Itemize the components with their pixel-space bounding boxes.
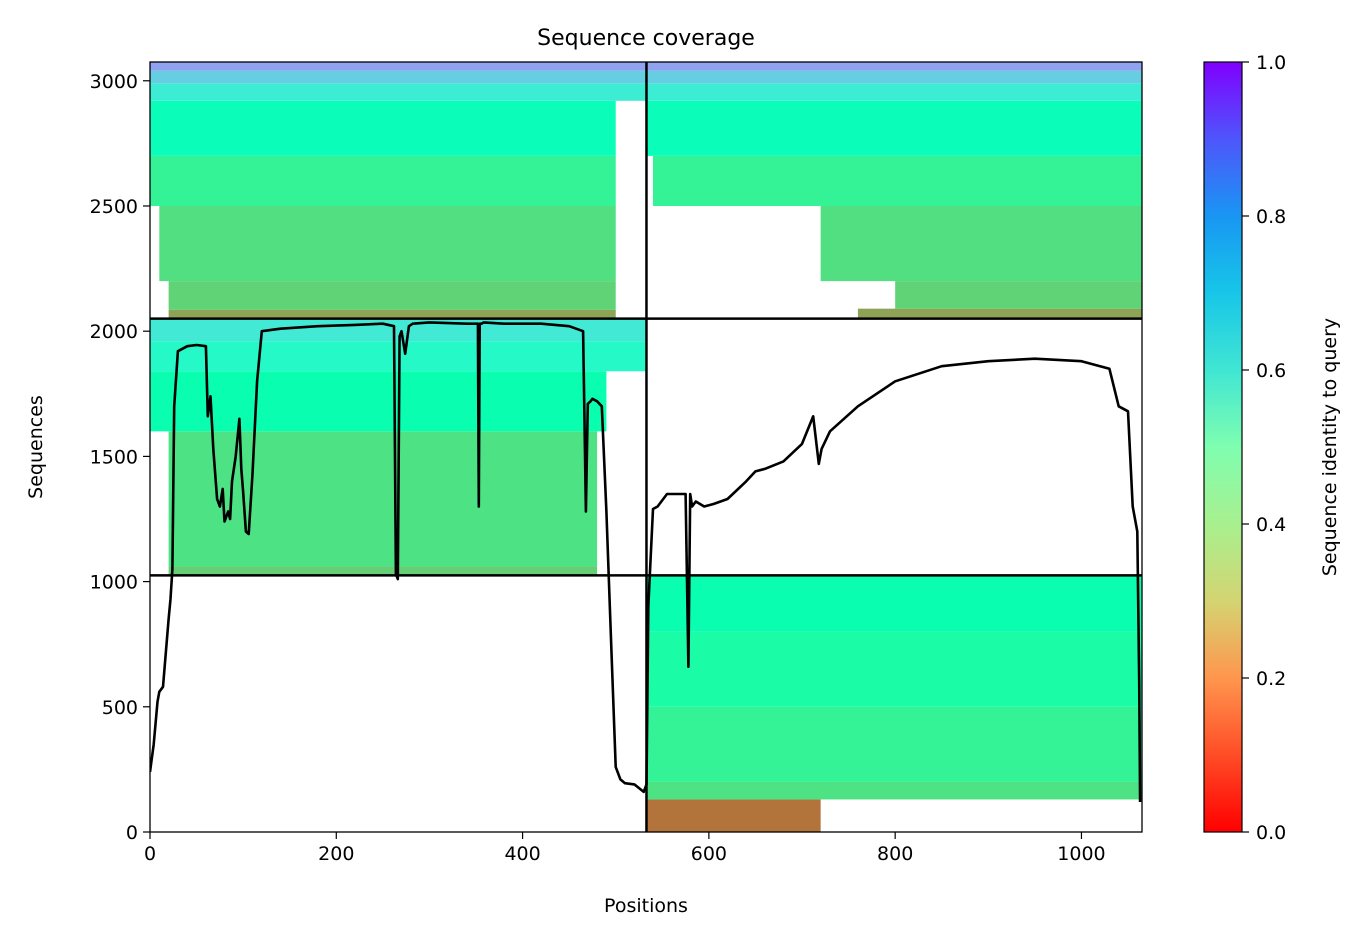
heatmap-band-top-left [150,155,616,206]
y-axis-ticks: 0 500 1000 1500 2000 2500 3000 [90,71,150,844]
chart-title: Sequence coverage [537,26,755,51]
colorbar-tick-label: 0.8 [1256,206,1286,228]
heatmap-band-top-left [150,62,647,71]
heatmap-band-bottom-right [646,631,1142,707]
heatmap-band-top-right [646,100,1142,156]
colorbar-label: Sequence identity to query [1319,318,1341,576]
heatmap-band-top-right [895,281,1142,309]
y-tick-label: 2000 [90,321,138,343]
x-tick-label: 800 [877,843,913,865]
y-tick-label: 500 [102,697,138,719]
y-tick-label: 0 [126,822,138,844]
heatmap-band-top-left [150,100,616,156]
heatmap-band-middle-left [168,431,598,567]
coverage-heatmap [150,62,1142,832]
heatmap-band-top-right [646,83,1142,101]
heatmap-band-top-right [652,155,1142,206]
x-tick-label: 200 [318,843,354,865]
colorbar-tick-label: 1.0 [1256,52,1286,74]
colorbar-gradient [1203,61,1243,833]
y-tick-label: 1000 [90,572,138,594]
colorbar-ticks: 0.0 0.2 0.4 0.6 0.8 1.0 [1242,52,1286,844]
heatmap-band-bottom-right [646,575,1142,632]
heatmap-band-top-left [150,83,647,101]
heatmap-band-middle-left [150,318,647,342]
y-tick-label: 3000 [90,71,138,93]
coverage-line-group [150,321,1142,803]
colorbar-tick-label: 0.4 [1256,514,1286,536]
heatmap-band-top-left [168,281,616,310]
heatmap-band-top-left [150,70,647,84]
heatmap-band-top-right [646,70,1142,84]
heatmap-band-top-right [820,205,1142,282]
x-tick-label: 400 [504,843,540,865]
heatmap-band-bottom-right [646,706,1142,782]
x-tick-label: 600 [691,843,727,865]
x-axis-ticks: 0 200 400 600 800 1000 [144,832,1106,865]
colorbar-tick-label: 0.2 [1256,668,1286,690]
heatmap-band-bottom-right [646,799,821,832]
coverage-line [150,321,1142,803]
heatmap-band-top-left [159,205,616,282]
x-tick-label: 1000 [1057,843,1105,865]
y-tick-label: 1500 [90,446,138,468]
colorbar-tick-label: 0.0 [1256,822,1286,844]
x-axis-label: Positions [604,895,688,917]
y-tick-label: 2500 [90,196,138,218]
y-axis-label: Sequences [25,395,47,499]
heatmap-band-top-right [857,308,1142,319]
colorbar-tick-label: 0.6 [1256,360,1286,382]
colorbar: 0.0 0.2 0.4 0.6 0.8 1.0 Sequence identity to … [1203,52,1341,844]
heatmap-band-bottom-right [646,781,1142,800]
heatmap-band-middle-left [150,371,607,432]
heatmap-band-top-left [168,309,616,319]
plot-frame [149,61,1143,833]
heatmap-band-top-right [646,62,1142,71]
heatmap-band-middle-left [168,566,598,576]
x-tick-label: 0 [144,843,156,865]
